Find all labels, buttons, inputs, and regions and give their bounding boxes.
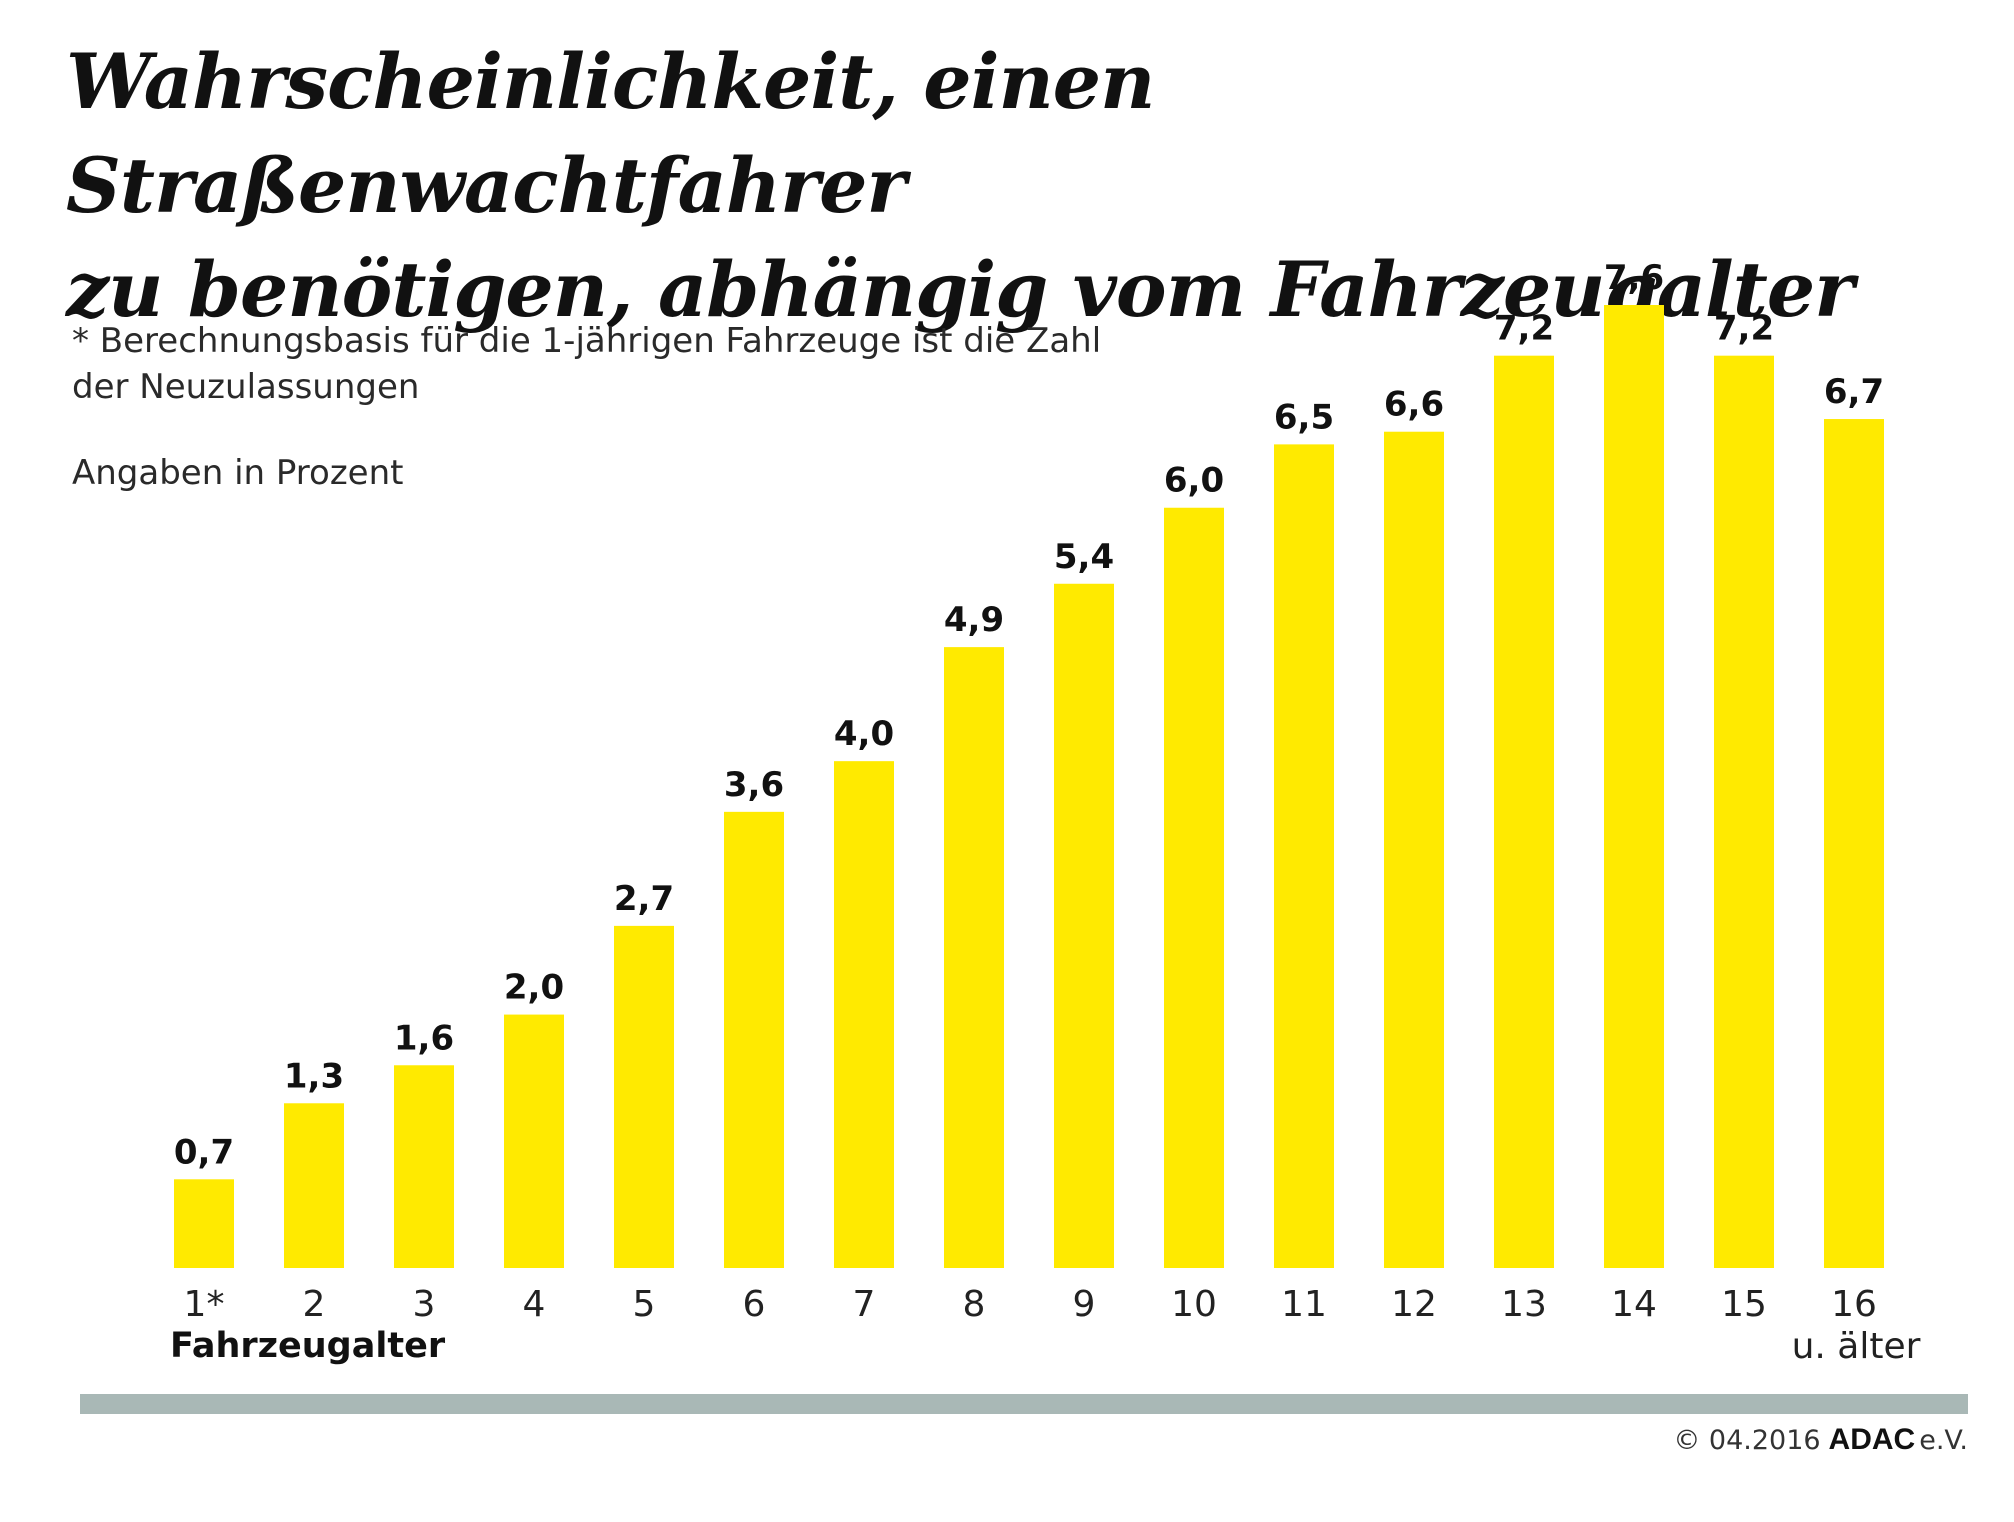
bar-5 [614,925,674,1268]
bar-value-label: 5,4 [1054,537,1114,577]
footnote-line-1: * Berechnungsbasis für die 1-jährigen Fa… [72,321,1102,361]
brand-logo: ADAC [1828,1423,1916,1456]
x-tick-label: 2 [303,1284,326,1325]
bar-13 [1494,355,1554,1268]
bar-12 [1384,431,1444,1268]
bar-value-label: 0,7 [174,1132,234,1172]
x-tick-label: 9 [1073,1284,1096,1325]
bar-6 [724,811,784,1268]
x-tick-label: 3 [413,1284,436,1325]
bar-4 [504,1014,564,1268]
x-tick-label: 12 [1391,1284,1437,1325]
bar-15 [1714,355,1774,1268]
bar-1star [174,1179,234,1268]
bar-3 [394,1065,454,1268]
bar-value-label: 3,6 [724,765,784,805]
x-tick-label: 1* [184,1284,225,1325]
bar-value-label: 1,6 [394,1018,454,1058]
x-tick-label: 13 [1501,1284,1547,1325]
bar-value-label: 4,9 [944,600,1004,640]
bar-value-label: 6,7 [1824,372,1884,412]
x-tick-label: 5 [633,1284,656,1325]
bar-16 [1824,419,1884,1269]
bar-14 [1604,305,1664,1268]
bar-value-label: 7,2 [1714,309,1774,349]
bar-value-label: 7,2 [1494,309,1554,349]
x-tick-label: 8 [963,1284,986,1325]
bar-value-label: 2,7 [614,879,674,919]
credit-date: © 04.2016 [1673,1425,1821,1456]
bar-9 [1054,583,1114,1268]
bar-value-label: 4,0 [834,714,894,754]
bar-2 [284,1103,344,1268]
x-tick-label-extra: u. älter [1791,1326,1921,1367]
unit-note: Angaben in Prozent [72,453,404,493]
x-axis-title: Fahrzeugalter [170,1326,446,1366]
bar-value-label: 6,5 [1274,397,1334,437]
x-tick-label: 6 [743,1284,766,1325]
bar-8 [944,647,1004,1268]
bar-value-label: 6,0 [1164,461,1224,501]
bar-11 [1274,444,1334,1268]
x-tick-label: 7 [853,1284,876,1325]
footnote: * Berechnungsbasis für die 1-jährigen Fa… [72,318,1272,410]
x-tick-label: 11 [1281,1284,1327,1325]
bar-value-label: 7,6 [1604,258,1664,298]
x-tick-label: 15 [1721,1284,1767,1325]
bar-value-label: 2,0 [504,968,564,1008]
bar-7 [834,761,894,1268]
bottom-rule [80,1394,1968,1414]
chart-title: Wahrscheinlichkeit, einen Straßenwachtfa… [66,30,1966,342]
x-tick-label: 14 [1611,1284,1657,1325]
bar-10 [1164,507,1224,1269]
credit-line: © 04.2016 ADAC e.V. [1673,1420,1968,1461]
x-tick-label: 16 [1831,1284,1877,1325]
bar-value-label: 1,3 [284,1056,344,1096]
title-line-2: zu benötigen, abhängig vom Fahrzeugalter [66,245,1854,334]
bar-value-label: 6,6 [1384,385,1444,425]
x-tick-label: 10 [1171,1284,1217,1325]
x-tick-label: 4 [523,1284,546,1325]
footnote-line-2: der Neuzulassungen [72,367,420,407]
title-line-1: Wahrscheinlichkeit, einen Straßenwachtfa… [66,37,1155,230]
brand-suffix: e.V. [1919,1425,1968,1456]
